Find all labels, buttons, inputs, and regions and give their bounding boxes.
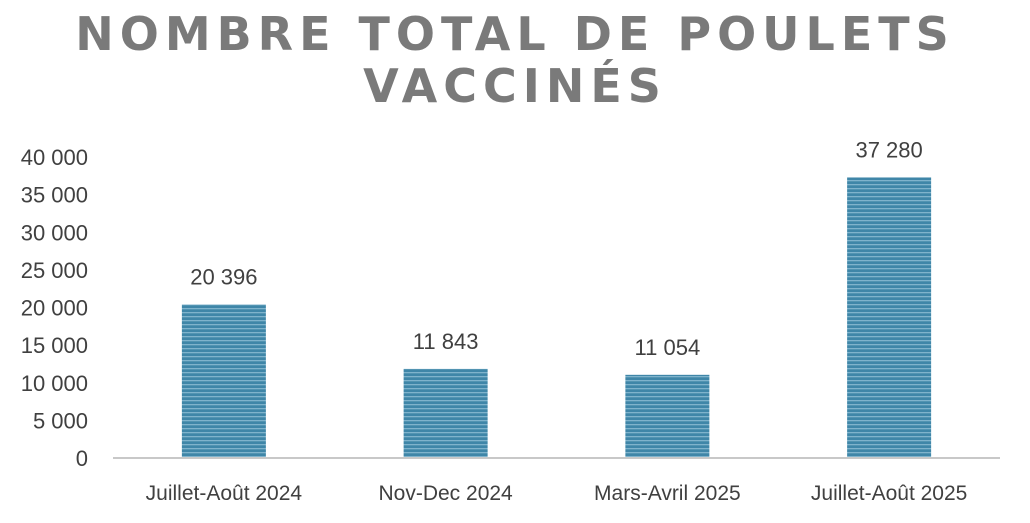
y-tick-label: 25 000 [21,258,88,283]
bar [625,374,710,458]
y-tick-label: 30 000 [21,220,88,245]
bar-data-label: 11 843 [413,329,479,354]
bar-data-label: 11 054 [635,335,701,360]
y-tick-label: 15 000 [21,333,88,358]
bar [181,304,266,458]
x-category-label: Nov-Dec 2024 [379,482,514,505]
y-axis-tick-labels: 0 5 000 10 000 15 000 20 000 25 000 30 000 35 0… [21,145,88,471]
x-category-label: Juillet-Août 2025 [811,482,967,505]
chart-title-line-1: NOMBRE TOTAL DE POULETS [75,7,955,61]
bar [847,177,932,458]
chart-title: NOMBRE TOTAL DE POULETS VACCINÉS [0,8,1030,112]
y-tick-label: 10 000 [21,371,88,396]
x-axis-category-labels: Juillet-Août 2024 Nov-Dec 2024 Mars-Avril … [146,482,968,505]
chart-title-line-2: VACCINÉS [363,59,667,113]
y-tick-label: 40 000 [21,145,88,170]
data-labels: 20 396 11 843 11 054 37 280 [190,137,923,359]
x-category-label: Mars-Avril 2025 [594,482,741,505]
bar-data-label: 20 396 [190,265,257,290]
y-tick-label: 35 000 [21,183,88,208]
bar [403,368,488,458]
y-tick-label: 20 000 [21,296,88,321]
bars [181,177,932,458]
y-tick-label: 0 [76,446,88,471]
x-category-label: Juillet-Août 2024 [146,482,303,505]
y-tick-label: 5 000 [33,408,88,433]
bar-data-label: 37 280 [855,137,922,162]
